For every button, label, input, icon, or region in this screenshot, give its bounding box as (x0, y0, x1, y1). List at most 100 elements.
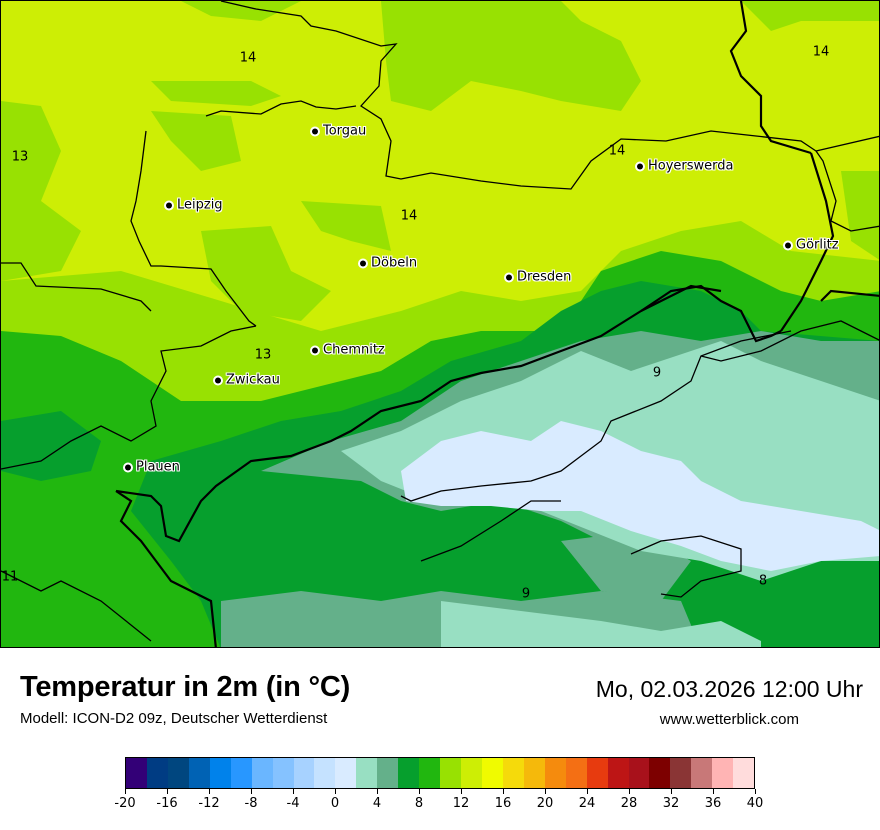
colorbar-tick-label: 0 (330, 796, 340, 811)
colorbar-segment (565, 758, 587, 788)
city-label: Plauen (136, 459, 180, 475)
city-label: Torgau (323, 123, 367, 139)
colorbar-tick (124, 789, 126, 794)
colorbar-tick-label: 8 (414, 796, 424, 811)
colorbar-segment (649, 758, 671, 788)
colorbar-tick (166, 789, 168, 794)
colorbar-tick-label: -8 (244, 796, 258, 811)
colorbar-segment (691, 758, 713, 788)
value-label: 14 (812, 44, 830, 60)
city-marker-goerlitz: Görlitz (785, 238, 839, 253)
colorbar-tick (670, 789, 672, 794)
colorbar-segment (502, 758, 524, 788)
colorbar-segment (126, 758, 147, 788)
colorbar-legend (125, 757, 755, 789)
colorbar-segment (146, 758, 168, 788)
city-label: Görlitz (796, 237, 839, 253)
city-dot-icon (312, 347, 318, 353)
colorbar-tick (628, 789, 630, 794)
colorbar-segment (607, 758, 629, 788)
value-label: 11 (1, 569, 19, 585)
city-dot-icon (312, 128, 318, 134)
city-dot-icon (166, 202, 172, 208)
colorbar-tick (376, 789, 378, 794)
colorbar-tick (502, 789, 504, 794)
colorbar-segment (712, 758, 734, 788)
colorbar-tick (712, 789, 714, 794)
colorbar-tick-label: 4 (372, 796, 382, 811)
colorbar-tick (418, 789, 420, 794)
city-marker-plauen: Plauen (125, 460, 180, 475)
city-dot-icon (506, 274, 512, 280)
colorbar-tick-label: 40 (746, 796, 764, 811)
city-dot-icon (785, 242, 791, 248)
city-dot-icon (360, 260, 366, 266)
colorbar-segment (314, 758, 336, 788)
colorbar-tick-label: -12 (198, 796, 220, 811)
colorbar-tick (334, 789, 336, 794)
city-dot-icon (637, 163, 643, 169)
colorbar-tick-label: 36 (704, 796, 722, 811)
colorbar-tick-label: -4 (286, 796, 300, 811)
colorbar-tick-label: 28 (620, 796, 638, 811)
colorbar-segment (544, 758, 566, 788)
value-label: 8 (758, 573, 768, 589)
colorbar-segment (272, 758, 294, 788)
temperature-field (1, 1, 879, 647)
city-marker-chemnitz: Chemnitz (312, 343, 385, 358)
city-label: Zwickau (226, 372, 280, 388)
colorbar-segment (251, 758, 273, 788)
city-marker-dresden: Dresden (506, 270, 571, 285)
colorbar-segment (670, 758, 692, 788)
value-label: 9 (652, 365, 662, 381)
colorbar-tick-label: 24 (578, 796, 596, 811)
city-label: Döbeln (371, 255, 418, 271)
colorbar-segment (230, 758, 252, 788)
city-label: Leipzig (177, 197, 223, 213)
website-link[interactable]: www.wetterblick.com (659, 711, 799, 728)
colorbar-segment (167, 758, 189, 788)
value-label: 9 (521, 586, 531, 602)
colorbar-segment (628, 758, 650, 788)
colorbar-segment (209, 758, 231, 788)
colorbar-segment (335, 758, 357, 788)
city-marker-torgau: Torgau (312, 124, 366, 139)
colorbar-tick (754, 789, 756, 794)
colorbar-segment (356, 758, 378, 788)
city-dot-icon (125, 464, 131, 470)
colorbar-segment (188, 758, 210, 788)
colorbar-segment (586, 758, 608, 788)
colorbar-segment (419, 758, 441, 788)
city-label: Dresden (517, 269, 572, 285)
colorbar-tick-label: 32 (662, 796, 680, 811)
value-label: 14 (400, 208, 418, 224)
colorbar-tick-label: 20 (536, 796, 554, 811)
colorbar-segment (523, 758, 545, 788)
city-dot-icon (215, 377, 221, 383)
colorbar-segment (293, 758, 315, 788)
colorbar-tick-label: 16 (494, 796, 512, 811)
colorbar-tick (208, 789, 210, 794)
colorbar-ticks: -20 -16 -12 -8 -4 0 4 8 12 16 20 24 28 32 36 40 (114, 789, 763, 819)
colorbar-tick-label: -20 (114, 796, 136, 811)
value-label: 13 (11, 149, 29, 165)
city-marker-zwickau: Zwickau (215, 373, 280, 388)
colorbar-tick-label: 12 (452, 796, 470, 811)
value-label: 14 (608, 143, 626, 159)
value-label: 14 (239, 50, 257, 66)
colorbar-segment (461, 758, 482, 788)
valid-datetime: Mo, 02.03.2026 12:00 Uhr (595, 676, 863, 702)
colorbar-segment (377, 758, 399, 788)
map-title: Temperatur in 2m (in °C) (20, 671, 351, 703)
colorbar-segment (481, 758, 503, 788)
colorbar-segment (440, 758, 461, 788)
city-label: Hoyerswerda (648, 158, 734, 174)
temperature-map: Torgau Leipzig Döbeln Dresden Hoyerswerd… (0, 0, 880, 648)
colorbar-segment (733, 758, 755, 788)
colorbar-tick (586, 789, 588, 794)
colorbar-tick (544, 789, 546, 794)
city-label: Chemnitz (323, 342, 385, 358)
colorbar-tick (250, 789, 252, 794)
model-subtitle: Modell: ICON-D2 09z, Deutscher Wetterdie… (20, 710, 328, 727)
colorbar-segment (398, 758, 420, 788)
